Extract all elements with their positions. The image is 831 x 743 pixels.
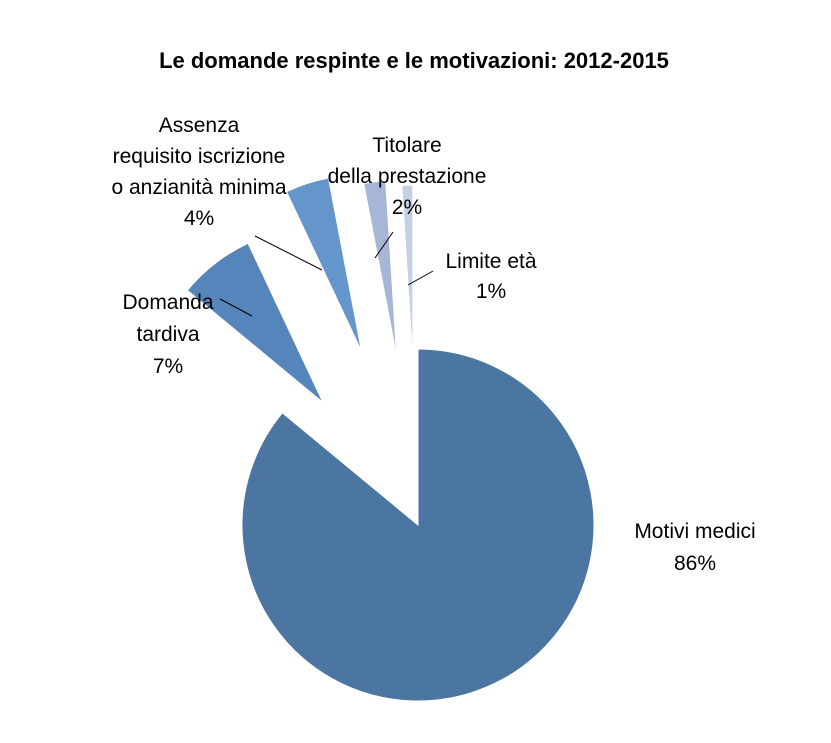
label-limite-eta: Limite età 1% [445,250,536,303]
slice-domanda-tardiva [186,242,324,403]
label-motivi-medici: Motivi medici 86% [634,520,755,575]
leader-line-assenza-requisito [254,235,323,271]
label-assenza-requisito: Assenza requisito iscrizione o anzianità m… [111,114,286,230]
label-pct-assenza-requisito: 4% [184,207,214,230]
leader-line-titolare-prestazione [374,231,394,259]
label-domanda-tardiva: Domanda tardiva 7% [122,291,213,378]
pie-slices [186,177,595,702]
label-text-domanda-tardiva: tardiva [136,323,199,346]
slice-titolare-prestazione [363,180,398,357]
label-titolare-prestazione: Titolare della prestazione 2% [328,134,487,219]
slice-assenza-requisito [285,177,362,352]
label-text-titolare-prestazione: della prestazione [328,165,487,188]
label-text-motivi-medici: Motivi medici [634,520,755,543]
leader-line-limite-eta [407,270,434,286]
slice-motivi-medici [241,348,595,702]
label-pct-titolare-prestazione: 2% [392,196,422,219]
label-text-assenza-requisito: Assenza [159,114,240,137]
label-pct-motivi-medici: 86% [674,552,716,575]
label-text-titolare-prestazione: Titolare [372,134,441,157]
slice-limite-eta [401,184,414,362]
label-pct-domanda-tardiva: 7% [153,355,183,378]
slice-labels: Motivi medici 86% Domanda tardiva 7% Assenza r… [111,114,755,575]
leader-line-domanda-tardiva [219,298,253,317]
label-text-limite-eta: Limite età [445,250,536,273]
chart-title: Le domande respinte e le motivazioni: 20… [159,48,669,73]
leader-lines [219,231,434,317]
label-text-assenza-requisito: requisito iscrizione [113,145,286,168]
label-text-domanda-tardiva: Domanda [122,291,213,314]
label-pct-limite-eta: 1% [476,280,506,303]
label-text-assenza-requisito: o anzianità minima [111,176,286,199]
